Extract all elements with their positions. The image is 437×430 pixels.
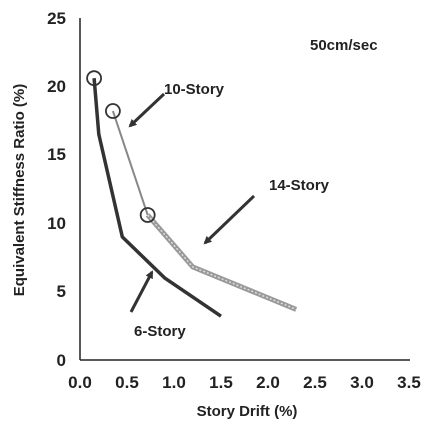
y-tick-label: 25	[47, 9, 66, 28]
y-tick-label: 10	[47, 214, 66, 233]
marker-layer	[86, 70, 156, 223]
series-line-6-story	[92, 78, 222, 318]
start-point-marker	[86, 70, 102, 87]
speed-annotation: 50cm/sec	[310, 37, 378, 54]
start-point-marker	[105, 103, 121, 119]
y-tick-label: 0	[57, 351, 66, 370]
x-tick-label: 1.0	[162, 373, 186, 392]
x-tick-label: 2.5	[303, 373, 327, 392]
series-line-10-story	[111, 110, 149, 216]
x-tick-label: 0.5	[115, 373, 139, 392]
series-line-14-story-hatch	[147, 214, 297, 311]
x-tick-label: 0.0	[68, 373, 92, 392]
y-ticks: 0 5 10 15 20 25	[47, 9, 66, 370]
y-tick-label: 15	[47, 145, 66, 164]
y-tick-label: 20	[47, 77, 66, 96]
x-tick-label: 3.0	[350, 373, 374, 392]
arrow-6-story	[129, 270, 154, 313]
x-tick-label: 3.5	[397, 373, 421, 392]
series-layer	[92, 78, 298, 318]
arrow-14-story	[203, 194, 256, 245]
series-label-10-story: 10-Story	[164, 81, 225, 98]
y-tick-label: 5	[57, 282, 66, 301]
series-label-6-story: 6-Story	[134, 323, 186, 340]
y-axis-title: Equivalent Stiffness Ratio (%)	[11, 84, 28, 297]
axes	[79, 18, 410, 361]
series-label-14-story: 14-Story	[269, 177, 330, 194]
x-tick-label: 2.0	[256, 373, 280, 392]
series-line-14-story	[145, 213, 298, 312]
x-tick-label: 1.5	[209, 373, 233, 392]
x-axis-title: Story Drift (%)	[197, 403, 298, 420]
start-point-marker	[139, 207, 156, 223]
arrow-10-story	[128, 92, 166, 128]
x-ticks: 0.0 0.5 1.0 1.5 2.0 2.5 3.0 3.5	[68, 373, 421, 392]
